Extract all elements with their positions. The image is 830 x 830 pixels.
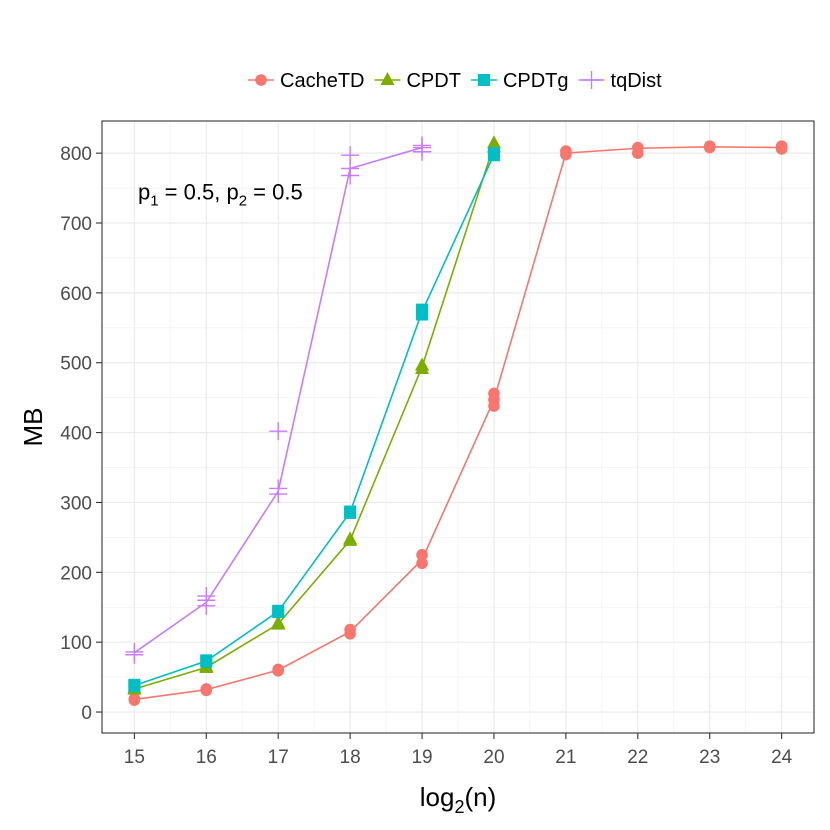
data-point-tqdist	[341, 146, 360, 165]
data-point-cachetd	[344, 623, 356, 636]
x-tick-label: 22	[627, 747, 648, 768]
data-point-cachetd	[128, 692, 141, 705]
y-tick-label: 800	[60, 144, 92, 165]
x-axis-title: log2(n)	[420, 782, 497, 817]
data-point-cachetd	[703, 140, 716, 152]
data-point-cpdtg	[128, 678, 141, 691]
y-tick-label: 500	[60, 354, 92, 375]
legend-key-marker-cpdtg	[477, 74, 490, 86]
data-point-cpdt	[415, 357, 430, 371]
series-line-cpdt	[134, 144, 495, 690]
series-line-cpdtg	[134, 154, 495, 687]
data-point-cpdt	[343, 531, 358, 545]
parameter-annotation: p1 = 0.5, p2 = 0.5	[138, 180, 303, 210]
data-point-cachetd	[416, 557, 428, 570]
y-axis-title: MB	[18, 408, 48, 447]
series-line-cachetd	[134, 146, 782, 701]
legend-label-cachetd: CacheTD	[280, 70, 364, 92]
x-tick-label: 24	[771, 747, 793, 768]
legend-key-marker-tqdist	[582, 71, 601, 89]
x-tick-label: 15	[124, 747, 145, 768]
data-point-cpdtg	[272, 604, 285, 617]
series-markers	[125, 135, 788, 706]
legend-label-cpdtg: CPDTg	[503, 70, 569, 92]
legend-key-marker-cpdt	[380, 71, 395, 85]
data-point-tqdist	[269, 422, 288, 441]
data-point-cpdtg	[200, 654, 213, 667]
data-point-cachetd	[416, 549, 428, 561]
legend-item-cpdtg: CPDTg	[470, 70, 569, 92]
series-lines	[133, 144, 782, 701]
data-point-cpdtg	[344, 505, 357, 518]
x-tick-label: 17	[268, 747, 289, 768]
data-point-cachetd	[200, 683, 213, 695]
data-point-tqdist	[413, 136, 432, 155]
data-point-cpdt	[271, 615, 286, 629]
x-tick-label: 23	[699, 747, 720, 768]
data-point-cachetd	[775, 140, 788, 152]
y-tick-label: 700	[60, 214, 92, 235]
legend-label-cpdt: CPDT	[406, 70, 460, 92]
legend-item-cpdt: CPDT	[374, 70, 461, 92]
y-tick-label: 300	[60, 493, 92, 514]
y-axis: 0 100 200 300 400 500 600 700 800	[60, 144, 102, 724]
data-point-tqdist	[197, 587, 216, 606]
plot-border	[101, 120, 815, 734]
data-point-cpdtg	[416, 303, 429, 316]
data-point-cpdtg	[487, 147, 500, 160]
y-tick-label: 400	[60, 424, 92, 445]
y-tick-label: 200	[60, 563, 92, 584]
x-tick-label: 16	[196, 747, 217, 768]
legend-item-cachetd: CacheTD	[248, 70, 364, 92]
x-tick-label: 18	[340, 747, 361, 768]
data-point-cachetd	[272, 663, 285, 676]
y-tick-label: 100	[60, 633, 92, 654]
x-tick-label: 21	[555, 747, 576, 768]
y-tick-label: 0	[81, 703, 92, 724]
x-tick-label: 20	[483, 747, 504, 768]
legend-item-tqdist: tqDist	[578, 70, 663, 92]
y-tick-label: 600	[60, 284, 92, 305]
plot-panel: p1 = 0.5, p2 = 0.5	[101, 120, 815, 734]
x-tick-label: 19	[411, 747, 432, 768]
data-point-tqdist	[269, 479, 288, 498]
data-point-cachetd	[560, 145, 572, 157]
x-axis: 15 16 17 18 19 20 21 22 23 24	[124, 733, 793, 768]
data-point-cachetd	[631, 141, 644, 154]
grid-major	[102, 121, 814, 733]
data-point-tqdist	[125, 642, 144, 661]
legend: CacheTD CPDT CPDTg tqDist	[248, 70, 662, 92]
legend-key-marker-cachetd	[255, 74, 267, 86]
legend-label-tqdist: tqDist	[611, 70, 663, 92]
data-point-cpdt	[486, 135, 501, 149]
data-point-cachetd	[488, 387, 500, 400]
